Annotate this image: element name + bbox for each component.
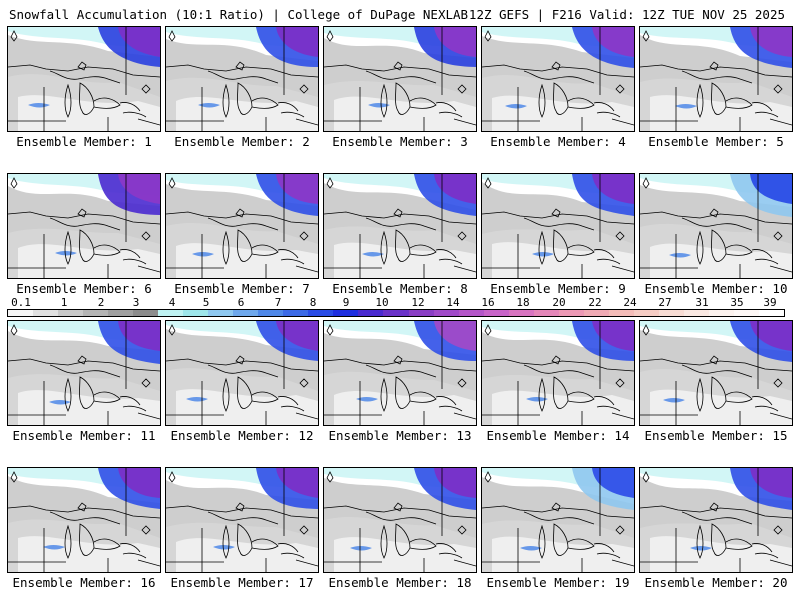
colorbar-tick-label: 3 xyxy=(132,296,140,309)
colorbar-tick-label: 4 xyxy=(168,296,176,309)
ensemble-member-map xyxy=(165,320,319,426)
ensemble-member-map xyxy=(7,467,161,573)
colorbar-segment xyxy=(758,310,784,316)
model-run-info: 12Z GEFS | F216 Valid: 12Z TUE NOV 25 20… xyxy=(468,7,785,22)
colorbar-segment xyxy=(8,310,34,316)
colorbar-segment xyxy=(633,310,659,316)
chart-title: Snowfall Accumulation (10:1 Ratio) | Col… xyxy=(9,7,469,22)
colorbar-labels: 0.1 1 2 3 4 5 6 7 8 9 10 12 14 16 18 20 22 24 27 31 35 39 xyxy=(7,296,785,309)
colorbar-segment xyxy=(108,310,134,316)
ensemble-member-map xyxy=(639,320,793,426)
ensemble-member-map xyxy=(481,320,635,426)
ensemble-member-map xyxy=(323,467,477,573)
ensemble-member-label: Ensemble Member: 19 xyxy=(486,575,630,590)
colorbar-tick-label: 39 xyxy=(763,296,777,309)
colorbar-segment xyxy=(83,310,109,316)
colorbar-segment xyxy=(333,310,359,316)
colorbar-tick-label: 1 xyxy=(60,296,68,309)
ensemble-member-label: Ensemble Member: 16 xyxy=(12,575,156,590)
ensemble-member-label: Ensemble Member: 14 xyxy=(486,428,630,443)
colorbar-tick-label: 20 xyxy=(552,296,566,309)
ensemble-member-label: Ensemble Member: 7 xyxy=(174,281,310,296)
ensemble-member-map xyxy=(323,173,477,279)
colorbar-segment xyxy=(33,310,59,316)
colorbar-segment xyxy=(233,310,259,316)
colorbar-segment xyxy=(533,310,559,316)
colorbar-segment xyxy=(683,310,709,316)
colorbar-tick-label: 16 xyxy=(481,296,495,309)
ensemble-member-map xyxy=(7,320,161,426)
colorbar-segment xyxy=(358,310,384,316)
ensemble-member-map xyxy=(7,173,161,279)
colorbar-segment xyxy=(408,310,434,316)
ensemble-member-map xyxy=(481,26,635,132)
ensemble-member-label: Ensemble Member: 5 xyxy=(648,134,784,149)
colorbar-segment xyxy=(258,310,284,316)
ensemble-member-label: Ensemble Member: 9 xyxy=(490,281,626,296)
ensemble-member-label: Ensemble Member: 18 xyxy=(328,575,472,590)
colorbar-segment xyxy=(58,310,84,316)
colorbar-tick-label: 0.1 xyxy=(11,296,31,309)
ensemble-member-label: Ensemble Member: 3 xyxy=(332,134,468,149)
colorbar-tick-label: 22 xyxy=(588,296,602,309)
colorbar-tick-label: 9 xyxy=(342,296,350,309)
colorbar-tick-label: 24 xyxy=(623,296,637,309)
ensemble-member-map xyxy=(481,467,635,573)
colorbar-segment xyxy=(558,310,584,316)
colorbar-tick-label: 7 xyxy=(274,296,282,309)
snowfall-colorbar xyxy=(7,309,785,317)
ensemble-member-label: Ensemble Member: 12 xyxy=(170,428,314,443)
colorbar-segment xyxy=(433,310,459,316)
ensemble-member-label: Ensemble Member: 6 xyxy=(16,281,152,296)
colorbar-segment xyxy=(658,310,684,316)
ensemble-member-label: Ensemble Member: 1 xyxy=(16,134,152,149)
colorbar-segment xyxy=(183,310,209,316)
ensemble-member-map xyxy=(639,26,793,132)
ensemble-member-map xyxy=(323,320,477,426)
ensemble-member-map xyxy=(481,173,635,279)
ensemble-member-label: Ensemble Member: 8 xyxy=(332,281,468,296)
colorbar-segment xyxy=(483,310,509,316)
colorbar-segment xyxy=(158,310,184,316)
colorbar-tick-label: 5 xyxy=(202,296,210,309)
ensemble-member-map xyxy=(7,26,161,132)
colorbar-segment xyxy=(583,310,609,316)
ensemble-member-label: Ensemble Member: 11 xyxy=(12,428,156,443)
colorbar-tick-label: 6 xyxy=(237,296,245,309)
ensemble-member-map xyxy=(639,173,793,279)
colorbar-segment xyxy=(133,310,159,316)
ensemble-member-label: Ensemble Member: 15 xyxy=(644,428,788,443)
ensemble-member-map xyxy=(165,467,319,573)
colorbar-segment xyxy=(308,310,334,316)
ensemble-member-label: Ensemble Member: 13 xyxy=(328,428,472,443)
colorbar-segment xyxy=(208,310,234,316)
ensemble-member-label: Ensemble Member: 20 xyxy=(644,575,788,590)
ensemble-member-map xyxy=(323,26,477,132)
ensemble-member-label: Ensemble Member: 4 xyxy=(490,134,626,149)
colorbar-tick-label: 12 xyxy=(411,296,425,309)
colorbar-segment xyxy=(508,310,534,316)
colorbar-tick-label: 14 xyxy=(446,296,460,309)
colorbar-tick-label: 31 xyxy=(695,296,709,309)
ensemble-member-label: Ensemble Member: 2 xyxy=(174,134,310,149)
ensemble-member-label: Ensemble Member: 17 xyxy=(170,575,314,590)
ensemble-member-map xyxy=(165,173,319,279)
ensemble-member-map xyxy=(639,467,793,573)
colorbar-segment xyxy=(733,310,759,316)
colorbar-tick-label: 10 xyxy=(375,296,389,309)
colorbar-tick-label: 18 xyxy=(516,296,530,309)
colorbar-tick-label: 8 xyxy=(309,296,317,309)
colorbar-segment xyxy=(708,310,734,316)
ensemble-member-map xyxy=(165,26,319,132)
colorbar-segment xyxy=(458,310,484,316)
colorbar-segment xyxy=(608,310,634,316)
colorbar-segment xyxy=(283,310,309,316)
colorbar-tick-label: 35 xyxy=(730,296,744,309)
colorbar-tick-label: 2 xyxy=(97,296,105,309)
ensemble-member-label: Ensemble Member: 10 xyxy=(644,281,788,296)
colorbar-tick-label: 27 xyxy=(658,296,672,309)
colorbar-segment xyxy=(383,310,409,316)
